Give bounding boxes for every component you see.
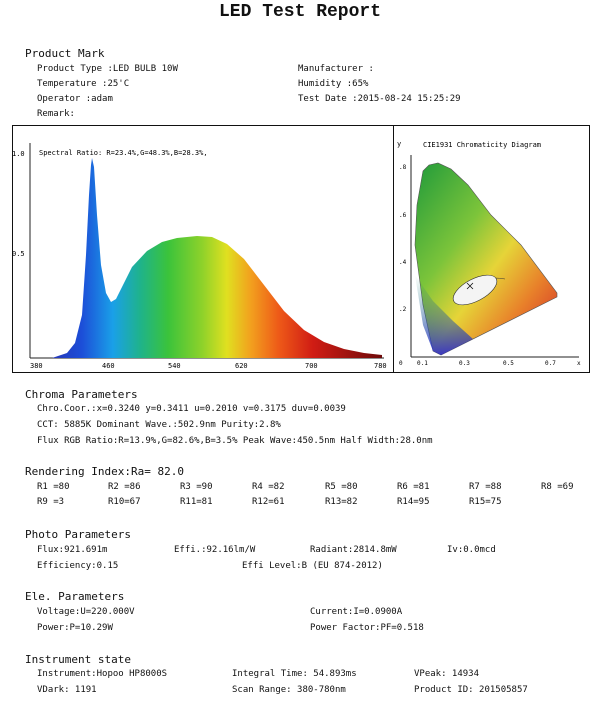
render-r10: R10=67 bbox=[108, 497, 141, 507]
flux-rgb-ratio: Flux RGB Ratio:R=13.9%,G=82.6%,B=3.5% Pe… bbox=[37, 436, 433, 446]
cie-x-tick-05: 0.5 bbox=[503, 360, 514, 367]
cie-y-tick-04: .4 bbox=[399, 259, 407, 266]
x-tick-780: 780 bbox=[374, 362, 387, 370]
render-r11: R11=81 bbox=[180, 497, 213, 507]
cie-title: CIE1931 Chromaticity Diagram bbox=[423, 141, 541, 149]
render-r14: R14=95 bbox=[397, 497, 430, 507]
photo-radiant: Radiant:2814.8mW bbox=[310, 545, 397, 555]
spectrum-curve bbox=[52, 158, 382, 358]
current: Current:I=0.0900A bbox=[310, 607, 403, 617]
photo-effi-level: Effi Level:B (EU 874-2012) bbox=[242, 561, 383, 571]
cie-y-label: y bbox=[397, 140, 401, 148]
render-r13: R13=82 bbox=[325, 497, 358, 507]
power: Power:P=10.29W bbox=[37, 623, 113, 633]
cie-y-tick-08: .8 bbox=[399, 164, 407, 171]
cie-blue-region bbox=[415, 275, 473, 355]
y-tick-1: 1.0 bbox=[12, 150, 25, 158]
render-r8: R8 =69 bbox=[541, 482, 574, 492]
cie-y-tick-06: .6 bbox=[399, 212, 407, 219]
render-r3: R3 =90 bbox=[180, 482, 213, 492]
render-r4: R4 =82 bbox=[252, 482, 285, 492]
scan-range: Scan Range: 380-780nm bbox=[232, 685, 346, 695]
render-r1: R1 =80 bbox=[37, 482, 70, 492]
remark: Remark: bbox=[37, 109, 75, 119]
chroma-coordinates: Chro.Coor.:x=0.3240 y=0.3411 u=0.2010 v=… bbox=[37, 404, 346, 414]
product-id: Product ID: 201505857 bbox=[414, 685, 528, 695]
cie-x-tick-03: 0.3 bbox=[459, 360, 470, 367]
cie-x-tick-0: 0 bbox=[399, 360, 403, 367]
render-r5: R5 =80 bbox=[325, 482, 358, 492]
vpeak: VPeak: 14934 bbox=[414, 669, 480, 679]
photo-iv: Iv:0.0mcd bbox=[447, 545, 496, 555]
photo-effi: Effi.:92.16lm/W bbox=[174, 545, 256, 555]
ele-heading: Ele. Parameters bbox=[25, 590, 125, 603]
manufacturer: Manufacturer : bbox=[298, 64, 374, 74]
cie-y-tick-02: .2 bbox=[399, 306, 407, 313]
render-r12: R12=61 bbox=[252, 497, 285, 507]
cie-x-tick-07: 0.7 bbox=[545, 360, 556, 367]
x-tick-700: 700 bbox=[305, 362, 318, 370]
x-tick-380: 380 bbox=[30, 362, 43, 370]
vdark: VDark: 1191 bbox=[37, 685, 97, 695]
test-date: Test Date :2015-08-24 15:25:29 bbox=[298, 94, 461, 104]
product-type: Product Type :LED BULB 10W bbox=[37, 64, 178, 74]
integral-time: Integral Time: 54.893ms bbox=[232, 669, 357, 679]
cct-dominant-wave: CCT: 5885K Dominant Wave.:502.9nm Purity… bbox=[37, 420, 281, 430]
voltage: Voltage:U=220.000V bbox=[37, 607, 135, 617]
x-tick-620: 620 bbox=[235, 362, 248, 370]
x-tick-460: 460 bbox=[102, 362, 115, 370]
chroma-heading: Chroma Parameters bbox=[25, 388, 138, 401]
photo-flux: Flux:921.691m bbox=[37, 545, 108, 555]
render-r15: R15=75 bbox=[469, 497, 502, 507]
cie-panel bbox=[393, 125, 590, 373]
cie-diagram: y CIE1931 Chromaticity Diagram .8 .6 .4 … bbox=[397, 140, 581, 367]
render-r7: R7 =88 bbox=[469, 482, 502, 492]
chromaticity-point bbox=[466, 282, 474, 290]
render-r2: R2 =86 bbox=[108, 482, 141, 492]
photo-efficiency: Efficiency:0.15 bbox=[37, 561, 119, 571]
cie-white-region bbox=[452, 274, 498, 306]
render-r6: R6 =81 bbox=[397, 482, 430, 492]
spectral-ratio: Spectral Ratio: R=23.4%,G=48.3%,B=28.3%, bbox=[39, 149, 208, 157]
product-mark-heading: Product Mark bbox=[25, 47, 105, 60]
report-title: LED Test Report bbox=[218, 2, 382, 22]
humidity: Humidity :65% bbox=[298, 79, 369, 89]
cie-gamut bbox=[414, 162, 558, 356]
spectrum-chart: 1.0 0.5 Spectral Ratio: R=23.4%,G=48.3%,… bbox=[12, 143, 387, 370]
render-r9: R9 =3 bbox=[37, 497, 65, 507]
instrument-name: Instrument:Hopoo HP8000S bbox=[37, 669, 168, 679]
x-tick-540: 540 bbox=[168, 362, 181, 370]
photo-heading: Photo Parameters bbox=[25, 528, 131, 541]
cie-x-label: x bbox=[577, 360, 581, 367]
power-factor: Power Factor:PF=0.518 bbox=[310, 623, 424, 633]
temperature: Temperature :25'C bbox=[37, 79, 130, 89]
y-tick-05: 0.5 bbox=[12, 250, 25, 258]
rendering-index-heading: Rendering Index:Ra= 82.0 bbox=[25, 465, 184, 478]
instrument-heading: Instrument state bbox=[25, 653, 131, 666]
cie-x-tick-01: 0.1 bbox=[417, 360, 428, 367]
operator: Operator :adam bbox=[37, 94, 113, 104]
